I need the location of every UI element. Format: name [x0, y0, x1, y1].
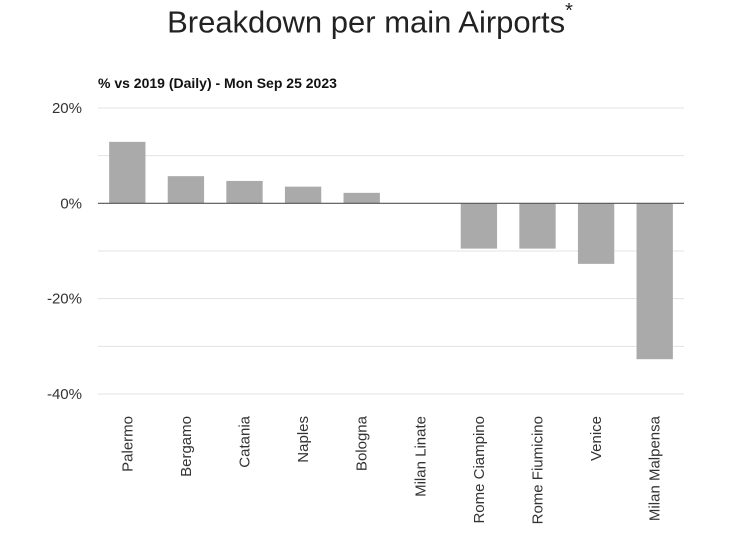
y-tick-label: -20% — [47, 291, 82, 308]
bar-naples — [284, 186, 322, 204]
x-tick-label: Bergamo — [178, 416, 195, 477]
bar-rome-ciampino — [460, 203, 498, 249]
x-tick-label: Palermo — [119, 416, 136, 472]
bar-venice — [577, 203, 615, 264]
x-tick-label: Venice — [588, 416, 605, 461]
x-tick-label: Catania — [237, 415, 254, 467]
x-tick-label: Rome Fiumicino — [530, 416, 547, 524]
x-tick-label: Milan Linate — [412, 416, 429, 497]
x-tick-label: Naples — [295, 416, 312, 463]
y-tick-label: 20% — [52, 100, 82, 117]
chart-title: Breakdown per main Airports* — [0, 0, 740, 40]
bar-rome-fiumicino — [519, 203, 556, 249]
y-tick-label: 0% — [60, 195, 82, 212]
x-tick-label: Milan Malpensa — [647, 415, 664, 521]
title-footnote-mark: * — [565, 0, 573, 22]
bar-catania — [226, 180, 263, 204]
chart-subtitle: % vs 2019 (Daily) - Mon Sep 25 2023 — [98, 75, 337, 91]
bar-bergamo — [167, 176, 205, 204]
chart-title-text: Breakdown per main Airports — [167, 4, 566, 40]
x-tick-label: Bologna — [354, 415, 371, 471]
bar-palermo — [109, 141, 146, 204]
y-tick-label: -40% — [47, 386, 82, 403]
x-tick-label: Rome Ciampino — [471, 416, 488, 524]
bar-milan-malpensa — [636, 203, 673, 360]
bar-bologna — [343, 192, 380, 204]
